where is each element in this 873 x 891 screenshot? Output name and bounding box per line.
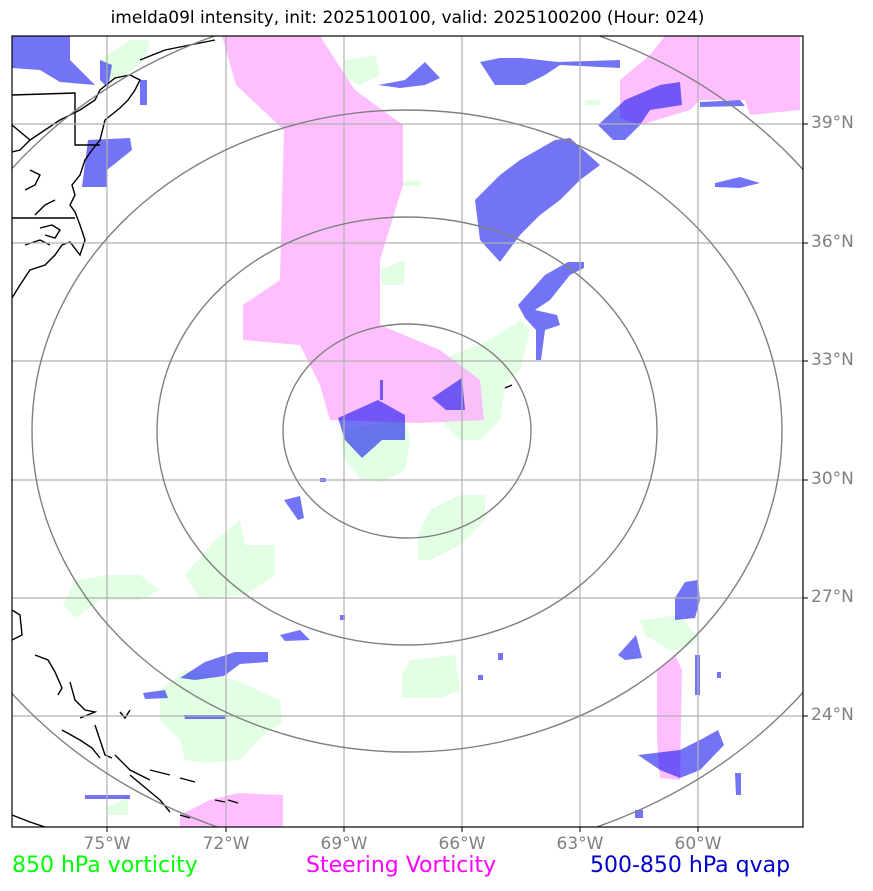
vorticity-850-layer	[63, 40, 700, 815]
map-frame	[11, 35, 804, 828]
legend-steering-vorticity: Steering Vorticity	[306, 853, 497, 878]
lat-label-39n: 39°N	[811, 113, 854, 133]
map-title: imelda09l intensity, init: 2025100100, v…	[110, 8, 705, 28]
lon-label-69w: 69°W	[320, 834, 368, 854]
lat-label-36n: 36°N	[811, 232, 854, 252]
lon-label-72w: 72°W	[202, 834, 250, 854]
lon-label-63w: 63°W	[556, 834, 604, 854]
lon-label-75w: 75°W	[83, 834, 131, 854]
range-rings	[12, 36, 803, 827]
legend-qvap: 500-850 hPa qvap	[590, 853, 791, 878]
lat-label-30n: 30°N	[811, 469, 854, 489]
range-ring-outermost	[12, 36, 803, 827]
range-ring-outer	[31, 109, 783, 753]
coastline-layer	[12, 39, 513, 827]
legend-vorticity-850: 850 hPa vorticity	[12, 853, 198, 878]
axis-ticks	[106, 123, 808, 832]
graticule	[12, 36, 803, 827]
lat-label-27n: 27°N	[811, 587, 854, 607]
lat-label-33n: 33°N	[811, 350, 854, 370]
range-ring-middle	[156, 216, 658, 646]
lat-label-24n: 24°N	[811, 705, 854, 725]
lon-label-60w: 60°W	[674, 834, 722, 854]
range-ring-inner	[282, 323, 532, 539]
lon-label-66w: 66°W	[438, 834, 486, 854]
qvap-layer	[12, 36, 760, 818]
